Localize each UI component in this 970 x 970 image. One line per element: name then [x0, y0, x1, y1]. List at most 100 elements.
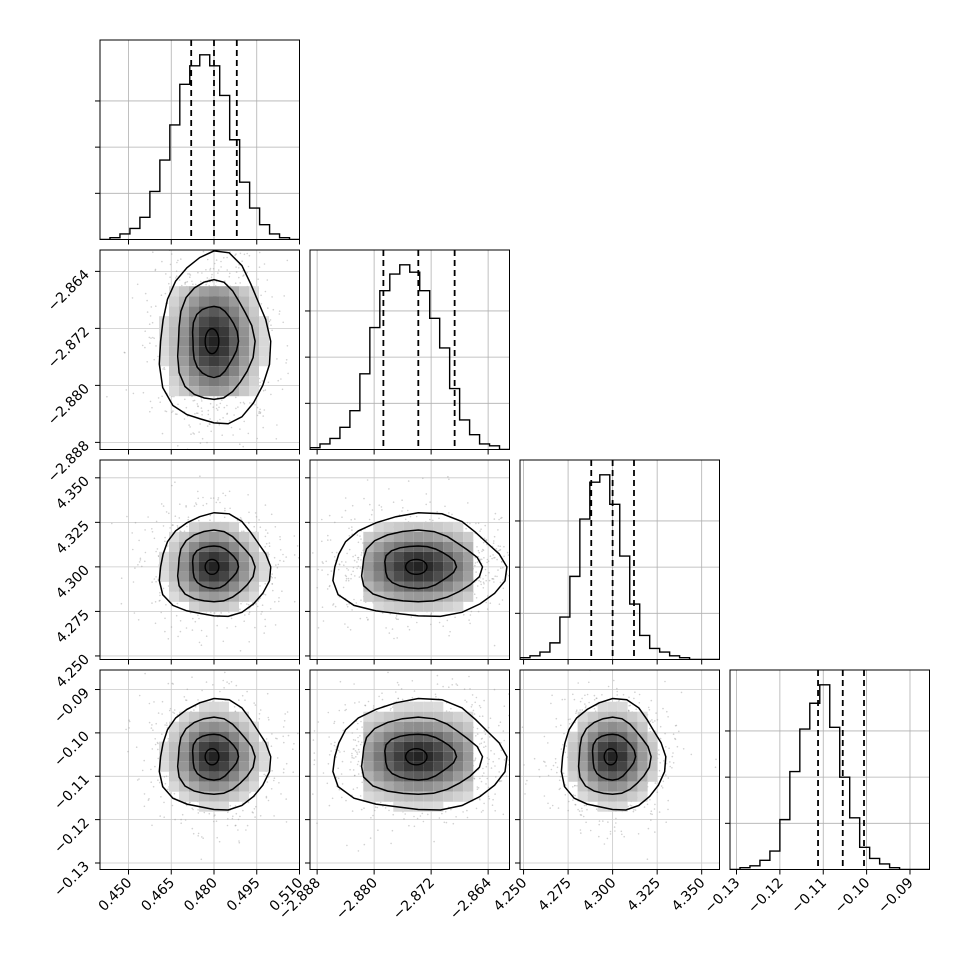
- scatter-point: [306, 577, 308, 579]
- density-cell: [219, 296, 229, 307]
- scatter-point: [239, 282, 241, 284]
- scatter-point: [351, 504, 354, 507]
- density-cell: [433, 601, 444, 612]
- scatter-point: [169, 263, 172, 266]
- scatter-point: [181, 284, 183, 287]
- scatter-point: [363, 843, 366, 846]
- scatter-point: [165, 604, 167, 606]
- scatter-point: [98, 571, 100, 573]
- scatter-point: [191, 827, 194, 830]
- scatter-point: [537, 549, 539, 551]
- density-cell: [393, 581, 404, 592]
- scatter-point: [354, 739, 357, 741]
- scatter-point: [282, 726, 285, 728]
- scatter-point: [186, 804, 188, 807]
- scatter-point: [263, 593, 265, 596]
- density-cell: [179, 551, 189, 562]
- scatter-point: [174, 818, 176, 821]
- scatter-point: [443, 821, 446, 824]
- scatter-point: [480, 780, 483, 783]
- density-cell: [169, 751, 179, 762]
- density-cell: [209, 316, 219, 327]
- scatter-point: [154, 622, 157, 625]
- density-cell: [239, 386, 249, 397]
- scatter-point: [146, 361, 148, 363]
- scatter-point: [482, 581, 485, 584]
- scatter-point: [171, 524, 174, 526]
- scatter-point: [176, 413, 178, 416]
- density-cell: [189, 721, 199, 732]
- scatter-point: [246, 271, 248, 274]
- scatter-point: [381, 509, 383, 511]
- scatter-point: [198, 519, 200, 522]
- scatter-point: [410, 616, 413, 618]
- scatter-point: [355, 744, 358, 747]
- scatter-point: [500, 567, 502, 569]
- scatter-point: [541, 549, 543, 551]
- scatter-point: [163, 368, 166, 371]
- scatter-point: [330, 750, 332, 752]
- scatter-point: [134, 567, 136, 569]
- scatter-point: [159, 594, 161, 597]
- scatter-point: [534, 798, 536, 800]
- scatter-point: [364, 704, 367, 707]
- scatter-point: [271, 583, 274, 585]
- scatter-point: [259, 597, 262, 599]
- density-cell: [189, 561, 199, 572]
- scatter-point: [197, 497, 199, 500]
- scatter-point: [360, 559, 362, 561]
- scatter-point: [327, 711, 330, 714]
- scatter-point: [178, 517, 181, 519]
- scatter-point: [206, 277, 209, 279]
- scatter-point: [271, 733, 273, 735]
- scatter-point: [219, 418, 221, 421]
- scatter-point: [397, 697, 400, 700]
- scatter-point: [219, 690, 221, 693]
- scatter-point: [175, 275, 178, 278]
- scatter-point: [201, 689, 203, 692]
- scatter-point: [476, 546, 478, 548]
- scatter-point: [197, 835, 199, 837]
- scatter-point: [360, 599, 362, 601]
- density-cell: [179, 346, 189, 357]
- density-cell: [219, 386, 229, 397]
- scatter-point: [276, 737, 278, 740]
- scatter-point: [357, 558, 360, 561]
- scatter-point: [258, 266, 261, 269]
- scatter-point: [193, 433, 195, 435]
- density-cell: [199, 316, 209, 327]
- density-cell: [443, 601, 454, 612]
- scatter-point: [258, 412, 260, 414]
- density-cell: [463, 581, 474, 592]
- scatter-point: [499, 780, 501, 782]
- scatter-point: [490, 749, 492, 752]
- density-cell: [239, 721, 249, 732]
- scatter-point: [287, 372, 289, 375]
- density-cell: [249, 731, 259, 742]
- density-cell: [433, 591, 444, 602]
- scatter-point: [271, 576, 274, 579]
- scatter-point: [248, 254, 251, 257]
- scatter-point: [154, 268, 157, 271]
- scatter-point: [363, 807, 365, 809]
- density-cell: [219, 551, 229, 562]
- scatter-point: [252, 812, 254, 814]
- scatter-point: [476, 786, 479, 788]
- scatter-point: [341, 760, 344, 763]
- scatter-point: [249, 402, 251, 404]
- density-cell: [209, 571, 219, 582]
- scatter-point: [233, 706, 236, 708]
- density-cell: [219, 326, 229, 337]
- scatter-point: [438, 817, 441, 819]
- scatter-point: [254, 704, 257, 706]
- density-cell: [189, 591, 199, 602]
- scatter-point: [154, 269, 157, 272]
- density-cell: [259, 751, 269, 762]
- density-cell: [463, 571, 474, 582]
- scatter-point: [241, 694, 244, 697]
- scatter-point: [244, 699, 246, 701]
- density-cell: [453, 541, 464, 552]
- scatter-point: [489, 736, 491, 738]
- scatter-point: [265, 738, 268, 740]
- scatter-point: [436, 511, 439, 513]
